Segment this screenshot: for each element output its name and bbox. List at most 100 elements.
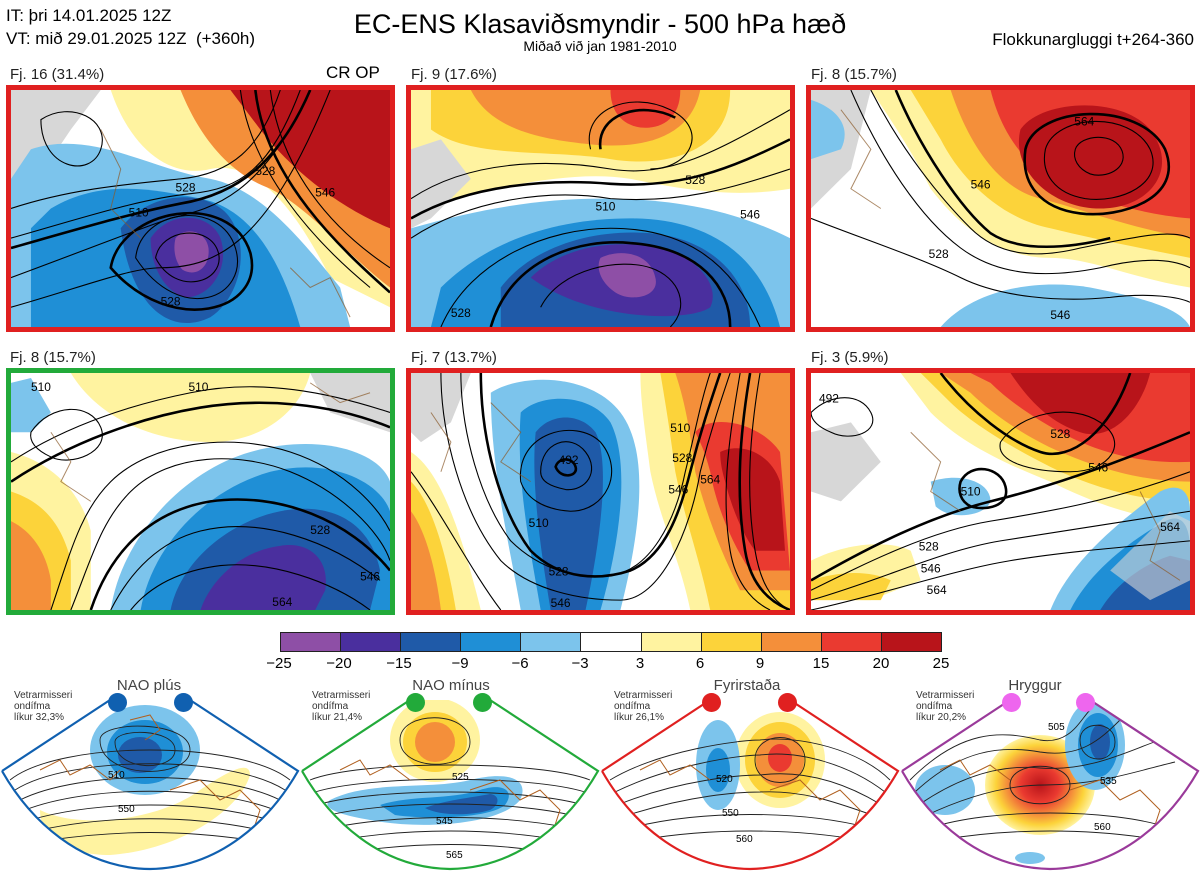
contour-label: 528: [255, 164, 275, 178]
contour-label: 528: [685, 173, 705, 187]
colorbar-swatch: [521, 633, 582, 651]
ridge-marker-icon: [1002, 693, 1021, 712]
contour-label: 546: [551, 596, 571, 610]
colorbar-tick: −3: [571, 655, 589, 672]
contour-label: 546: [360, 569, 380, 583]
contour-label: 528: [1050, 427, 1070, 441]
colorbar-tick: 25: [932, 655, 950, 672]
contour-label: 510: [31, 380, 51, 394]
contour-label: 546: [1050, 308, 1070, 322]
contour-label: 564: [700, 473, 720, 487]
colorbar-tick: 20: [872, 655, 890, 672]
colorbar-tick: 9: [755, 655, 765, 672]
regime-contour-label: 545: [436, 816, 453, 827]
contour-label: 528: [451, 306, 471, 320]
regime-info-blocking: Vetrarmisseri ondífma líkur 26,1%: [614, 690, 673, 723]
contour-label: 510: [129, 205, 149, 219]
contour-label: 528: [161, 294, 181, 308]
contour-label: 510: [596, 200, 616, 214]
cluster-map-5: 492 510 528 546 510 528 546 564: [406, 368, 795, 615]
page-subtitle: Miðað við jan 1981-2010: [523, 38, 677, 54]
initial-time: IT: þri 14.01.2025 12Z: [6, 6, 172, 25]
colorbar-swatch: [701, 633, 762, 651]
contour-label: 510: [189, 380, 209, 394]
panel-4-label: Fj. 8 (15.7%): [10, 349, 96, 366]
colorbar-swatch: [281, 633, 342, 651]
cluster-window: Flokkunargluggi t+264-360: [992, 30, 1194, 49]
colorbar-tick: 15: [812, 655, 830, 672]
contour-label: 510: [961, 485, 981, 499]
run-times: IT: þri 14.01.2025 12Z VT: mið 29.01.202…: [6, 4, 255, 50]
colorbar-tick: −9: [451, 655, 469, 672]
regime-name-blocking: Fyrirstaða: [713, 677, 781, 694]
regime-contour-label: 560: [736, 834, 753, 845]
nao-plus-marker-icon: [174, 693, 193, 712]
regime-contour-label: 535: [1100, 776, 1117, 787]
blocking-marker-icon: [778, 693, 797, 712]
regime-contour-label: 510: [108, 770, 125, 781]
contour-label: 546: [971, 178, 991, 192]
contour-label: 528: [919, 540, 939, 554]
contour-label: 546: [740, 207, 760, 221]
regime-maps: 510 550 525 545 565 520 550 560 505 535 …: [1, 699, 1200, 871]
colorbar-tick: 3: [635, 655, 645, 672]
nao-minus-marker-icon: [473, 693, 492, 712]
contour-label: 546: [921, 562, 941, 576]
cluster-map-6: 492 528 546 510 528 546 564 564: [806, 368, 1195, 615]
contour-label: 528: [549, 564, 569, 578]
contour-label: 546: [1088, 461, 1108, 475]
regime-name-nao-plus: NAO plús: [116, 677, 182, 694]
regime-info-nao-plus: Vetrarmisseri ondífma líkur 32,3%: [14, 690, 73, 723]
colorbar-tick: −15: [386, 655, 412, 672]
colorbar-swatch: [341, 633, 402, 651]
panel-1-label: Fj. 16 (31.4%): [10, 66, 105, 83]
contour-label: 492: [559, 453, 579, 467]
regime-info-nao-minus: Vetrarmisseri ondífma líkur 21,4%: [312, 690, 371, 723]
panel-1-tag: CR OP: [326, 63, 380, 82]
page-title: EC-ENS Klasaviðsmyndir - 500 hPa hæð: [353, 9, 847, 39]
regime-name-ridge: Hryggur: [1008, 677, 1062, 694]
nao-plus-marker-icon: [108, 693, 127, 712]
regime-contour-label: 505: [1048, 722, 1065, 733]
cluster-map-2: 510 528 528 546: [406, 85, 795, 332]
regime-contour-label: 560: [1094, 822, 1111, 833]
cluster-map-4: 510 510 528 546 564: [6, 368, 395, 615]
contour-label: 510: [670, 421, 690, 435]
nao-minus-marker-icon: [406, 693, 425, 712]
contour-label: 564: [272, 595, 292, 609]
colorbar-tick: 6: [695, 655, 705, 672]
contour-label: 492: [819, 392, 839, 406]
contour-label: 564: [1074, 115, 1094, 129]
colorbar-swatch: [641, 633, 702, 651]
regime-contour-label: 550: [722, 808, 739, 819]
contour-label: 510: [529, 516, 549, 530]
regime-contour-label: 525: [452, 772, 469, 783]
blocking-marker-icon: [702, 693, 721, 712]
contour-label: 564: [1160, 520, 1180, 534]
contour-label: 528: [310, 523, 330, 537]
contour-label: 528: [929, 247, 949, 261]
contour-label: 546: [668, 483, 688, 497]
colorbar-swatch: [461, 633, 522, 651]
colorbar-tick: −25: [266, 655, 292, 672]
cluster-map-1: 510 528 528 546 528: [6, 85, 395, 332]
valid-time: VT: mið 29.01.2025 12Z (+360h): [6, 29, 256, 48]
panel-2-label: Fj. 9 (17.6%): [411, 66, 497, 83]
anomaly-colorbar: [280, 632, 942, 652]
colorbar-tick: −6: [511, 655, 529, 672]
regime-contour-label: 520: [716, 774, 733, 785]
panel-6-label: Fj. 3 (5.9%): [811, 349, 889, 366]
colorbar-swatch: [581, 633, 642, 651]
contour-label: 564: [927, 583, 947, 597]
colorbar-swatch: [821, 633, 882, 651]
cluster-map-3: 564 546 528 546: [806, 85, 1195, 332]
contour-label: 546: [315, 186, 335, 200]
colorbar-swatch: [401, 633, 462, 651]
colorbar-swatch: [761, 633, 822, 651]
panel-5-label: Fj. 7 (13.7%): [411, 349, 497, 366]
regime-name-nao-minus: NAO mínus: [412, 677, 490, 694]
regime-contour-label: 550: [118, 804, 135, 815]
colorbar-swatch: [881, 633, 942, 651]
regime-info-ridge: Vetrarmisseri ondífma líkur 20,2%: [916, 690, 975, 723]
regime-contour-label: 565: [446, 850, 463, 861]
